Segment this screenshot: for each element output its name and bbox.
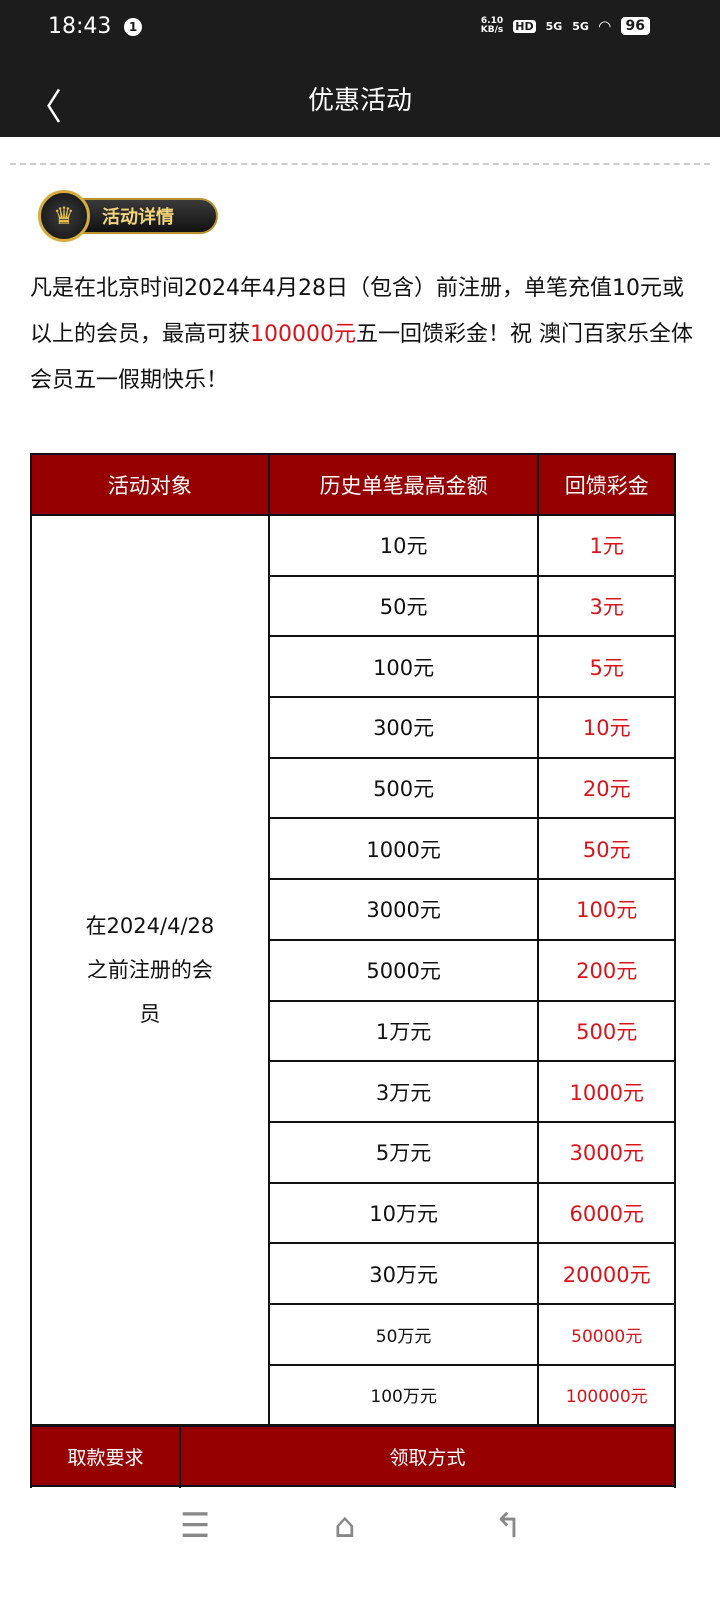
wifi-icon: ◠ bbox=[598, 17, 611, 35]
divider bbox=[10, 163, 710, 165]
amount-cell: 1万元 bbox=[267, 999, 540, 1063]
bonus-cell: 5元 bbox=[537, 635, 676, 699]
table-row: 50元 3元 bbox=[31, 574, 676, 638]
table-row: 3万元 1000元 bbox=[31, 1060, 676, 1123]
net-speed: 6.10 KB/s bbox=[481, 17, 503, 35]
status-bar: 18:43 1 6.10 KB/s HD 5G 5G ◠ 96 bbox=[0, 0, 720, 60]
table-row: 在2024/4/28之前注册的会员 10元 1元 bbox=[30, 513, 676, 1427]
header-withdraw-req: 取款要求 bbox=[30, 1425, 181, 1487]
table-row: 30万元 20000元 bbox=[31, 1242, 676, 1305]
bonus-table: 活动对象 历史单笔最高金额 回馈彩金 在2024/4/28之前注册的会员 10元 1… bbox=[30, 453, 676, 1427]
table-row: 1000元 50元 bbox=[31, 817, 676, 881]
table-row: 100元 5元 bbox=[31, 635, 676, 699]
intro-text: 凡是在北京时间2024年4月28日（包含）前注册，单笔充值10元或以上的会员，最… bbox=[30, 266, 695, 404]
app-header: 〈 优惠活动 bbox=[0, 60, 720, 137]
amount-cell: 100元 bbox=[267, 635, 540, 699]
bonus-cell: 6000元 bbox=[537, 1181, 676, 1245]
badge-label: 活动详情 bbox=[102, 207, 174, 228]
table-row: 300元 10元 bbox=[31, 696, 676, 759]
table-header-row: 活动对象 历史单笔最高金额 回馈彩金 bbox=[30, 453, 676, 516]
home-icon[interactable]: ⌂ bbox=[334, 1506, 356, 1546]
amount-cell: 3万元 bbox=[267, 1060, 540, 1123]
table-row: 100万元 100000元 bbox=[31, 1363, 676, 1427]
table-row: 1万元 500元 bbox=[31, 999, 676, 1063]
net-speed-unit: KB/s bbox=[480, 25, 504, 35]
table-row: 5万元 3000元 bbox=[31, 1120, 676, 1184]
bonus-cell: 1000元 bbox=[537, 1060, 676, 1123]
bonus-cell: 1元 bbox=[537, 514, 676, 577]
amount-cell: 100万元 bbox=[267, 1363, 540, 1427]
bonus-cell: 10元 bbox=[537, 696, 676, 759]
table-row: 50万元 50000元 bbox=[31, 1302, 676, 1366]
intro-highlight: 100000元 bbox=[250, 322, 356, 347]
table-row: 5000元 200元 bbox=[31, 938, 676, 1002]
amount-cell: 3000元 bbox=[267, 878, 540, 941]
bonus-cell: 50000元 bbox=[537, 1302, 676, 1366]
requirements-table: 取款要求 领取方式 bbox=[30, 1425, 676, 1496]
notification-badge-icon: 1 bbox=[124, 18, 142, 36]
amount-cell: 5万元 bbox=[267, 1120, 540, 1184]
table-header-row: 取款要求 领取方式 bbox=[30, 1425, 676, 1487]
table-row: 10万元 6000元 bbox=[31, 1181, 676, 1245]
table-row: 3000元 100元 bbox=[31, 878, 676, 941]
amount-cell: 50万元 bbox=[267, 1302, 540, 1366]
system-nav-bar: ☰ ⌂ ↰ bbox=[0, 1488, 720, 1600]
amount-cell: 10万元 bbox=[267, 1181, 540, 1245]
header-claim-method: 领取方式 bbox=[179, 1425, 676, 1487]
signal-icon-2: 5G bbox=[572, 19, 589, 33]
bonus-cell: 500元 bbox=[537, 999, 676, 1063]
system-icons: 6.10 KB/s HD 5G 5G ◠ 96 bbox=[481, 17, 650, 35]
intro-part1: 凡是在北京时间2024年4月28日（包含）前注册，单笔充值10元或以上的会员，最… bbox=[30, 276, 684, 347]
header-amount: 历史单笔最高金额 bbox=[267, 453, 540, 516]
target-cell: 在2024/4/28之前注册的会员 bbox=[30, 513, 270, 1427]
bonus-cell: 3元 bbox=[537, 574, 676, 638]
signal-icon-1: 5G bbox=[545, 19, 563, 33]
bonus-cell: 100元 bbox=[537, 878, 676, 941]
bonus-cell: 50元 bbox=[537, 817, 676, 881]
table-row: 500元 20元 bbox=[31, 756, 676, 820]
amount-cell: 5000元 bbox=[267, 938, 540, 1002]
net-speed-value: 6.10 bbox=[480, 16, 504, 26]
back-nav-icon[interactable]: ↰ bbox=[494, 1506, 523, 1546]
header-bonus: 回馈彩金 bbox=[537, 453, 676, 516]
amount-cell: 10元 bbox=[267, 514, 540, 577]
bonus-cell: 200元 bbox=[537, 938, 676, 1002]
menu-icon[interactable]: ☰ bbox=[180, 1506, 211, 1546]
amount-cell: 300元 bbox=[267, 696, 540, 759]
back-button[interactable]: 〈 bbox=[26, 87, 63, 128]
amount-cell: 500元 bbox=[267, 756, 540, 820]
bonus-cell: 100000元 bbox=[537, 1363, 676, 1427]
activity-details-badge: ♛ 活动详情 bbox=[38, 190, 220, 242]
hd-icon: HD bbox=[513, 19, 536, 33]
bonus-cell: 20000元 bbox=[537, 1242, 676, 1305]
amount-cell: 30万元 bbox=[267, 1242, 540, 1305]
amount-cell: 1000元 bbox=[267, 817, 540, 881]
page-title: 优惠活动 bbox=[307, 86, 412, 116]
bonus-cell: 20元 bbox=[537, 756, 676, 820]
intro-part2: 五一回馈彩金！祝 澳门百家乐全体会员五一假期快乐！ bbox=[30, 322, 693, 393]
header-target: 活动对象 bbox=[30, 453, 270, 516]
clock: 18:43 bbox=[48, 14, 112, 39]
bonus-cell: 3000元 bbox=[537, 1120, 676, 1184]
crown-logo-icon: ♛ bbox=[38, 190, 90, 242]
amount-cell: 50元 bbox=[267, 574, 540, 638]
battery-icon: 96 bbox=[620, 17, 650, 35]
